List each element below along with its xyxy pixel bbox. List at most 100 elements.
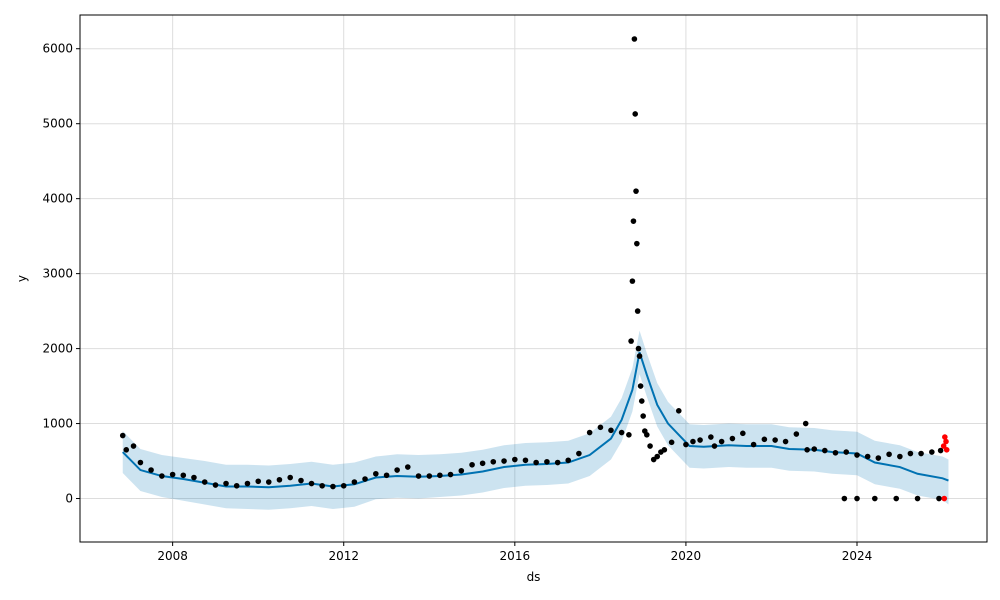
- observed-point: [159, 473, 165, 479]
- observed-point: [415, 473, 422, 479]
- observed-point: [634, 240, 640, 247]
- y-tick-label: 1000: [42, 417, 73, 431]
- observed-point: [554, 459, 561, 466]
- observed-point: [244, 480, 251, 487]
- observed-point: [632, 111, 639, 117]
- observed-point: [750, 441, 757, 448]
- observed-point: [351, 479, 358, 485]
- observed-point: [298, 477, 304, 484]
- observed-point: [404, 464, 411, 470]
- observed-point: [265, 479, 272, 485]
- observed-point: [373, 470, 379, 477]
- observed-point: [447, 471, 454, 478]
- observed-point: [683, 441, 689, 448]
- observed-point: [340, 482, 347, 489]
- x-tick-label: 2024: [842, 549, 873, 563]
- uncertainty-band-layer: [122, 330, 949, 510]
- observed-point: [907, 450, 914, 457]
- observed-point: [793, 431, 800, 437]
- observed-point: [918, 450, 924, 457]
- y-tick-label: 2000: [42, 342, 73, 356]
- observed-point: [644, 432, 650, 438]
- observed-point: [690, 438, 696, 445]
- observed-point: [630, 218, 637, 224]
- observed-point: [469, 461, 475, 468]
- observed-point: [501, 458, 507, 464]
- observed-point: [804, 446, 810, 453]
- observed-point: [565, 457, 572, 464]
- observed-point: [636, 353, 643, 359]
- y-tick-label: 4000: [42, 192, 73, 206]
- y-tick-label: 0: [65, 492, 73, 506]
- observed-point: [936, 495, 942, 502]
- y-axis-label: y: [15, 275, 29, 282]
- future-point: [943, 446, 950, 453]
- observed-point: [233, 482, 240, 489]
- observed-point: [761, 436, 768, 443]
- observed-point: [626, 432, 632, 438]
- observed-point: [287, 474, 294, 481]
- observed-point: [212, 482, 219, 488]
- observed-point: [437, 472, 443, 479]
- observed-point: [137, 459, 144, 466]
- plot-frame: [79, 14, 988, 543]
- y-tick-label: 3000: [42, 267, 73, 281]
- observed-point: [628, 338, 634, 344]
- observed-point: [586, 429, 593, 436]
- observed-point: [675, 408, 682, 414]
- observed-point: [893, 495, 900, 502]
- observed-point: [180, 472, 187, 479]
- observed-point: [729, 435, 736, 442]
- observed-point: [458, 467, 465, 474]
- observed-point: [937, 447, 944, 454]
- observed-point: [782, 438, 789, 445]
- observed-point: [608, 427, 614, 434]
- observed-point: [841, 495, 848, 502]
- future-point: [941, 495, 948, 502]
- observed-point: [223, 480, 229, 487]
- observed-point: [394, 467, 400, 473]
- tick-layer: 2008 2012 2016 2020 2024 0 1000 2000 3000 4000 500…: [42, 42, 872, 563]
- observed-points-layer: [119, 36, 950, 502]
- observed-point: [668, 439, 675, 446]
- observed-point: [864, 453, 871, 460]
- observed-point: [191, 474, 197, 481]
- observed-point: [618, 429, 625, 436]
- observed-point: [640, 413, 646, 419]
- observed-point: [201, 479, 208, 485]
- observed-point: [875, 455, 882, 461]
- x-axis-label: ds: [527, 570, 541, 584]
- observed-point: [169, 471, 176, 478]
- x-tick-label: 2008: [157, 549, 188, 563]
- x-tick-label: 2016: [500, 549, 531, 563]
- observed-point: [490, 458, 497, 465]
- observed-point: [119, 432, 126, 439]
- observed-point: [533, 459, 539, 466]
- future-point: [942, 434, 948, 440]
- observed-point: [854, 495, 860, 502]
- observed-point: [886, 451, 892, 458]
- observed-point: [634, 308, 641, 314]
- future-point: [940, 443, 947, 449]
- observed-point: [130, 443, 137, 449]
- x-tick-label: 2012: [328, 549, 359, 563]
- observed-point: [319, 482, 325, 489]
- observed-point: [308, 480, 315, 487]
- observed-point: [637, 383, 644, 389]
- grid-layer: [80, 15, 987, 542]
- observed-point: [255, 478, 262, 485]
- observed-point: [633, 188, 639, 194]
- observed-point: [576, 450, 582, 457]
- observed-point: [897, 453, 903, 460]
- observed-point: [635, 345, 642, 352]
- observed-point: [522, 457, 529, 464]
- observed-point: [661, 446, 668, 453]
- observed-point: [711, 443, 718, 449]
- observed-point: [802, 420, 809, 427]
- observed-point: [811, 446, 818, 452]
- future-point: [943, 438, 949, 445]
- y-tick-label: 5000: [42, 117, 73, 131]
- observed-point: [148, 467, 154, 473]
- observed-point: [330, 483, 336, 490]
